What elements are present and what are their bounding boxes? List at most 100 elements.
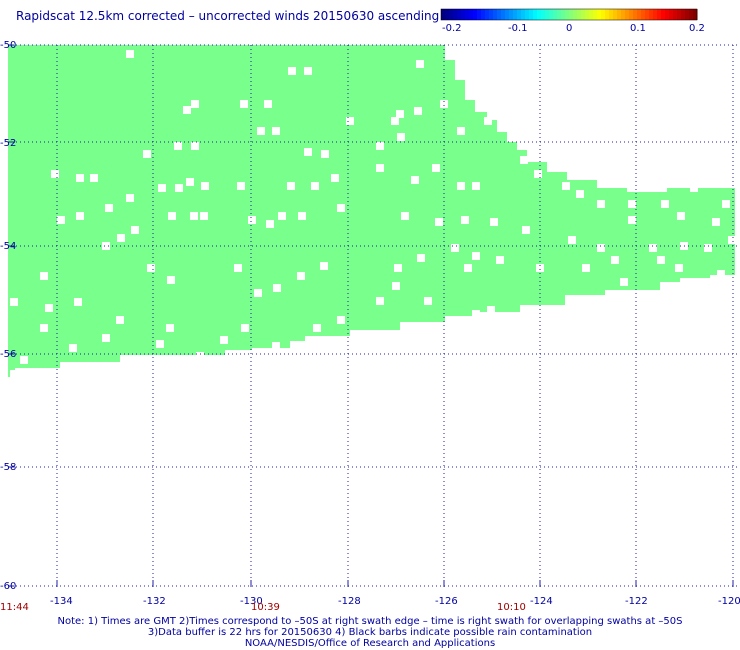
- missing-cell: [220, 336, 228, 344]
- colorbar-cell: [461, 9, 466, 20]
- missing-cell: [568, 236, 576, 244]
- colorbar-cell: [665, 9, 670, 20]
- colorbar-cell: [441, 9, 446, 20]
- missing-cell: [254, 289, 262, 297]
- colorbar-cell: [493, 9, 498, 20]
- time-label-1144: 11:44: [0, 602, 29, 613]
- colorbar-cell: [453, 9, 458, 20]
- missing-cell: [257, 127, 265, 135]
- missing-cell: [337, 204, 345, 212]
- colorbar-cell: [613, 9, 618, 20]
- colorbar-cell: [621, 9, 626, 20]
- colorbar-cell: [569, 9, 574, 20]
- colorbar-cell: [669, 9, 674, 20]
- missing-cell: [411, 176, 419, 184]
- lat-label-50: -50: [0, 40, 16, 51]
- missing-cell: [298, 212, 306, 220]
- missing-cell: [51, 170, 59, 178]
- missing-cell: [74, 298, 82, 306]
- missing-cell: [457, 182, 465, 190]
- missing-cell: [126, 50, 134, 58]
- missing-cell: [102, 334, 110, 342]
- missing-cell: [183, 106, 191, 114]
- missing-cell: [376, 164, 384, 172]
- colorbar-cell: [633, 9, 638, 20]
- missing-cell: [424, 297, 432, 305]
- missing-cell: [313, 324, 321, 332]
- missing-cell: [304, 148, 312, 156]
- missing-cell: [40, 324, 48, 332]
- missing-cell: [675, 264, 683, 272]
- missing-cell: [196, 352, 204, 360]
- missing-cell: [397, 133, 405, 141]
- missing-cell: [401, 212, 409, 220]
- missing-cell: [237, 182, 245, 190]
- missing-cell: [649, 244, 657, 252]
- missing-cell: [131, 226, 139, 234]
- colorbar-cell: [445, 9, 450, 20]
- missing-cell: [287, 182, 295, 190]
- lat-label-58: -58: [0, 462, 16, 473]
- colorbar-cell: [589, 9, 594, 20]
- missing-cell: [472, 310, 480, 318]
- lon-label-132: -132: [143, 596, 166, 607]
- colorbar-cell: [641, 9, 646, 20]
- colorbar-label-0: 0: [566, 23, 572, 34]
- missing-cell: [534, 170, 542, 178]
- colorbar-cell: [673, 9, 678, 20]
- colorbar-cell: [645, 9, 650, 20]
- colorbar-cell: [541, 9, 546, 20]
- colorbar-cell: [617, 9, 622, 20]
- colorbar-cell: [521, 9, 526, 20]
- missing-cell: [620, 278, 628, 286]
- lat-label-56: -56: [0, 349, 16, 360]
- missing-cell: [248, 216, 256, 224]
- missing-cell: [10, 370, 18, 378]
- missing-cell: [45, 304, 53, 312]
- missing-cell: [562, 182, 570, 190]
- colorbar-cell: [561, 9, 566, 20]
- colorbar-cell: [601, 9, 606, 20]
- colorbar-cell: [525, 9, 530, 20]
- missing-cell: [167, 276, 175, 284]
- lat-label-52: -52: [0, 138, 16, 149]
- lat-label-54: -54: [0, 241, 16, 252]
- colorbar-cell: [457, 9, 462, 20]
- colorbar-cell: [497, 9, 502, 20]
- colorbar-cell: [609, 9, 614, 20]
- missing-cell: [376, 142, 384, 150]
- missing-cell: [394, 264, 402, 272]
- missing-cell: [272, 342, 280, 350]
- missing-cell: [717, 270, 725, 278]
- colorbar-cell: [573, 9, 578, 20]
- graticule: [8, 44, 737, 587]
- colorbar-cell: [681, 9, 686, 20]
- missing-cell: [451, 244, 459, 252]
- colorbar-cell: [465, 9, 470, 20]
- missing-cell: [240, 100, 248, 108]
- time-label-1039: 10:39: [251, 602, 280, 613]
- missing-cell: [597, 200, 605, 208]
- colorbar-cell: [477, 9, 482, 20]
- missing-cell: [147, 264, 155, 272]
- missing-cell: [158, 184, 166, 192]
- missing-cell: [297, 272, 305, 280]
- missing-cell: [522, 226, 530, 234]
- colorbar-cell: [625, 9, 630, 20]
- missing-cell: [417, 254, 425, 262]
- missing-cell: [191, 142, 199, 150]
- note-line-3: NOAA/NESDIS/Office of Research and Appli…: [244, 638, 496, 649]
- missing-cell: [464, 264, 472, 272]
- missing-cell: [311, 182, 319, 190]
- colorbar-cell: [489, 9, 494, 20]
- colorbar-cell: [485, 9, 490, 20]
- missing-cell: [416, 60, 424, 68]
- missing-cell: [576, 190, 584, 198]
- missing-cell: [186, 178, 194, 186]
- lon-label-120: -120: [718, 596, 740, 607]
- missing-cell: [201, 182, 209, 190]
- missing-cell: [597, 244, 605, 252]
- missing-cell: [76, 174, 84, 182]
- missing-cell: [414, 107, 422, 115]
